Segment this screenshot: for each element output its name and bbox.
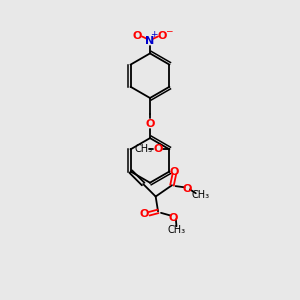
Text: O: O — [153, 144, 163, 154]
Text: O: O — [170, 167, 179, 176]
Text: CH₃: CH₃ — [134, 144, 152, 154]
Text: CH₃: CH₃ — [192, 190, 210, 200]
Text: O: O — [168, 213, 178, 223]
Text: O: O — [182, 184, 192, 194]
Text: O: O — [133, 32, 142, 41]
Text: N: N — [146, 36, 154, 46]
Text: O: O — [145, 119, 155, 129]
Text: +: + — [150, 30, 157, 39]
Text: O: O — [158, 32, 167, 41]
Text: O: O — [140, 209, 149, 219]
Text: −: − — [165, 26, 173, 35]
Text: CH₃: CH₃ — [168, 225, 186, 236]
